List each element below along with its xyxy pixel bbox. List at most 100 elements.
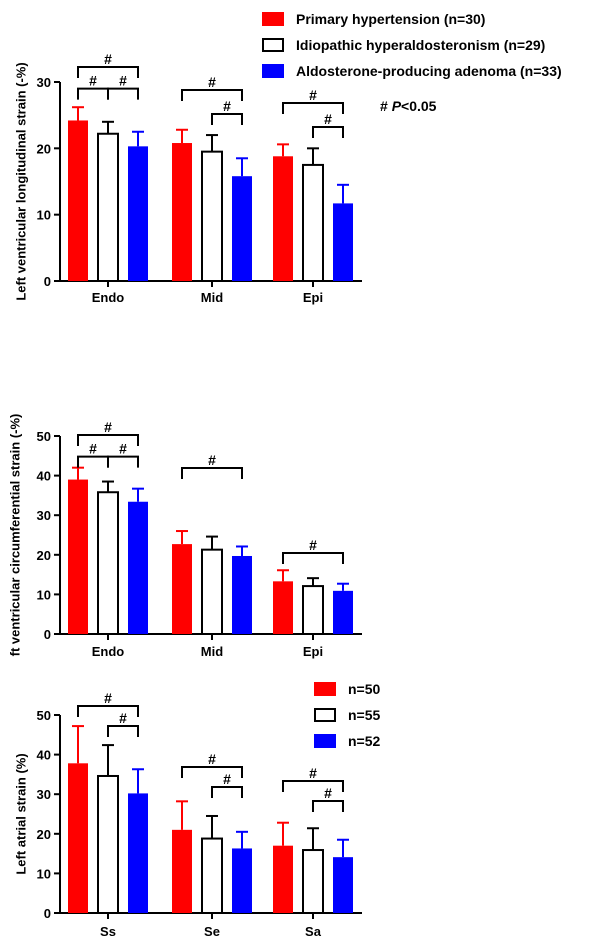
bar [68, 763, 88, 913]
significance-label: # [324, 111, 332, 127]
y-axis-title: ft ventricular circumferential strain (-… [7, 414, 22, 657]
significance-label: # [309, 765, 317, 781]
bar [128, 501, 148, 634]
bar [68, 479, 88, 634]
significance-symbol: # [380, 98, 388, 114]
bar [97, 774, 119, 915]
significance-label: # [223, 98, 231, 114]
significance-bracket [181, 467, 243, 479]
significance-label: # [324, 785, 332, 801]
significance-label: # [223, 771, 231, 787]
bar [172, 143, 192, 281]
y-tick-label: 10 [37, 587, 51, 602]
significance-bracket [77, 66, 139, 78]
x-tick-label: Mid [201, 290, 223, 305]
legend-label: n=55 [348, 707, 381, 723]
legend-label: Aldosterone-producing adenoma (n=33) [296, 63, 562, 79]
y-axis-title: Left atrial strain (%) [13, 753, 28, 874]
significance-label: # [208, 74, 216, 90]
legend-item-aldosterone-producing-adenoma: Aldosterone-producing adenoma (n=33) [262, 58, 562, 84]
bar [273, 156, 293, 281]
bar [273, 845, 293, 913]
x-tick-label: Endo [92, 644, 125, 659]
y-tick-label: 20 [37, 141, 51, 156]
legend-item-n50: n=50 [314, 676, 380, 702]
bar [97, 491, 119, 635]
y-tick-label: 50 [37, 429, 51, 444]
y-tick-label: 10 [37, 866, 51, 881]
bar [68, 120, 88, 282]
bar [302, 849, 324, 915]
x-tick-label: Endo [92, 290, 125, 305]
x-tick-label: Epi [303, 290, 323, 305]
legend-item-n55: n=55 [314, 702, 380, 728]
bar [128, 146, 148, 281]
significance-label: # [89, 73, 97, 89]
legend-item-idiopathic-hyperaldosteronism: Idiopathic hyperaldosteronism (n=29) [262, 32, 562, 58]
bar [128, 793, 148, 913]
bar [201, 150, 223, 282]
significance-bracket [282, 552, 344, 564]
significance-label: # [208, 751, 216, 767]
legend-swatch-white [314, 708, 336, 722]
bar [232, 848, 252, 913]
significance-label: # [208, 452, 216, 468]
legend-bottom: n=50 n=55 n=52 [314, 676, 380, 754]
y-tick-label: 30 [37, 787, 51, 802]
y-axis-title: Left ventricular longitudinal strain (-%… [13, 62, 28, 300]
legend-swatch-white [262, 38, 284, 52]
significance-bracket [77, 705, 139, 717]
significance-label: # [309, 87, 317, 103]
y-tick-label: 20 [37, 827, 51, 842]
legend-swatch-blue [314, 734, 336, 748]
significance-bracket [312, 126, 344, 138]
y-tick-label: 0 [44, 906, 51, 921]
significance-label: # [104, 51, 112, 67]
chart-2: 0 10 20 30 40 50 ft ventricular circumferentia… [7, 414, 362, 659]
bar [172, 829, 192, 913]
x-tick-label: Mid [201, 644, 223, 659]
significance-bracket [312, 800, 344, 812]
significance-bracket [107, 87, 139, 100]
x-tick-label: Se [204, 924, 220, 939]
significance-bracket [77, 455, 109, 468]
legend-swatch-red [314, 682, 336, 696]
legend-item-n52: n=52 [314, 728, 380, 754]
bar [333, 857, 353, 913]
y-tick-label: 40 [37, 469, 51, 484]
bar [201, 837, 223, 914]
legend-label: n=50 [348, 681, 381, 697]
y-tick-label: 30 [37, 75, 51, 90]
legend-swatch-red [262, 12, 284, 26]
significance-bracket [77, 434, 139, 446]
bar [273, 581, 293, 634]
significance-bracket [181, 766, 243, 778]
legend-label: n=52 [348, 733, 381, 749]
significance-threshold: <0.05 [401, 98, 437, 114]
significance-bracket [77, 87, 109, 100]
significance-label: # [119, 710, 127, 726]
legend-label: Idiopathic hyperaldosteronism (n=29) [296, 37, 546, 53]
y-tick-label: 10 [37, 208, 51, 223]
y-tick-label: 50 [37, 708, 51, 723]
significance-bracket [282, 102, 344, 114]
legend-label: Primary hypertension (n=30) [296, 11, 486, 27]
chart-1: 0 10 20 30 Left ventricular longitudinal str… [13, 51, 362, 305]
significance-bracket [107, 455, 139, 468]
y-tick-label: 0 [44, 274, 51, 289]
y-tick-label: 40 [37, 748, 51, 763]
bar [333, 590, 353, 634]
bar [232, 555, 252, 634]
y-tick-label: 30 [37, 508, 51, 523]
significance-bracket [107, 725, 139, 737]
significance-bracket [282, 780, 344, 792]
bar [302, 585, 324, 635]
y-tick-label: 20 [37, 548, 51, 563]
significance-label: # [104, 419, 112, 435]
bar [172, 544, 192, 634]
significance-label: # [119, 73, 127, 89]
x-tick-label: Epi [303, 644, 323, 659]
chart-3: 0 10 20 30 40 50 Left atrial strain (%) Ss Se Sa #… [13, 690, 362, 939]
significance-bracket [211, 786, 243, 798]
